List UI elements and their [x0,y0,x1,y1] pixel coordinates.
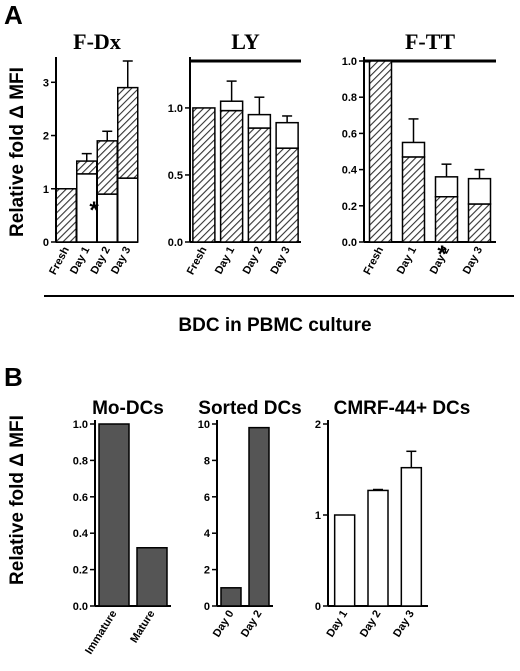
bar-ly-day-2-s1 [247,113,272,129]
category-label-day-3: Day 3 [268,245,292,277]
category-label-fresh: Fresh [47,245,72,277]
chart-sorted-dcs: Sorted DCs 0 2 4 6 8 10 Day 0 Day 2 [198,398,302,639]
category-label-day-3: Day 3 [109,245,133,277]
y-tick-label: 0.8 [342,92,357,104]
y-tick-label: 0 [43,237,49,249]
y-tick-label: 1.0 [73,419,88,431]
y-tick-label: 0.6 [73,492,88,504]
y-tick-label: 1 [43,184,49,196]
y-tick-label: 0.5 [168,170,183,182]
y-axis-label-b: Relative fold Δ MFI [7,415,28,585]
y-tick-label: 0.2 [73,565,88,577]
bar-ly-day-3-s1 [275,121,299,149]
y-tick-label: 0.4 [73,528,89,540]
bdc-culture-label: BDC in PBMC culture [178,315,371,336]
y-axis-label-a: Relative fold Δ MFI [7,67,28,237]
y-tick-label: 0.0 [73,601,88,613]
chart-title-cmrf-44-dcs: CMRF-44+ DCs [334,398,471,419]
category-label-day-2: Day 2 [241,245,265,277]
bar-f-tt-day-1-s1 [401,141,426,158]
bar-ly-day-1-s1 [219,100,244,112]
bar-f-dx-day-1-s1 [76,160,98,175]
category-label-day-3: Day 3 [391,608,417,639]
y-tick-label: 6 [204,492,210,504]
category-label-day-2: Day 2 [239,608,265,639]
y-tick-label: 4 [204,528,211,540]
bar-cmrf-44-dcs-day-3-s0 [400,466,423,607]
category-label-day-0: Day 0 [211,608,237,639]
chart-title-ly: LY [231,29,260,54]
chart-ly: LY 0.0 0.5 1.0 Fresh Day 1 Day 2 Day 3 [168,29,301,277]
category-label-day-1: Day 1 [395,245,419,277]
y-tick-label: 0.6 [342,128,357,140]
category-label-day-1: Day 1 [324,608,350,639]
y-tick-label: 1.0 [168,103,183,115]
significance-star-f-tt: * [437,241,447,268]
y-tick-label: 0.8 [73,455,88,467]
chart-mo-dcs: Mo-DCs 0.0 0.2 0.4 0.6 0.8 1.0 Immature Mature [73,398,171,657]
panel-a-letter: A [4,0,23,30]
y-tick-label: 1.0 [342,56,357,68]
bar-ly-fresh-s0 [192,107,216,243]
category-label-day-2: Day 2 [358,608,384,639]
bar-f-dx-day-2-s0 [96,193,118,243]
bar-mo-dcs-immature-s0 [98,423,130,607]
y-tick-label: 0 [204,601,210,613]
bar-sorted-dcs-day-2-s0 [248,426,270,607]
bar-ly-day-3-s0 [275,147,299,243]
y-tick-label: 0 [315,601,321,613]
chart-title-f-dx: F-Dx [73,29,121,54]
bar-f-dx-day-3-s0 [117,177,139,243]
y-tick-label: 3 [43,77,49,89]
y-tick-label: 1 [315,510,321,522]
category-label-day-3: Day 3 [461,245,485,277]
bar-f-tt-day-3-s0 [467,203,492,243]
bar-cmrf-44-dcs-day-1-s0 [333,514,356,607]
bar-f-tt-day-3-s1 [467,177,492,205]
panel-b-letter: B [4,362,23,392]
category-label-fresh: Fresh [185,245,210,277]
chart-title-sorted-dcs: Sorted DCs [198,398,301,419]
bar-f-tt-day-1-s0 [401,156,426,243]
chart-title-f-tt: F-TT [405,29,455,54]
y-tick-label: 0.2 [342,201,357,213]
bar-f-tt-fresh-s0 [368,60,393,243]
chart-title-mo-dcs: Mo-DCs [92,398,164,419]
y-tick-label: 0.0 [168,237,183,249]
bar-f-tt-day-2-s0 [434,196,459,243]
y-tick-label: 2 [204,565,210,577]
bar-f-dx-day-2-s1 [96,140,118,195]
bar-f-tt-day-2-s1 [434,176,459,198]
bar-ly-day-1-s0 [219,109,244,243]
y-tick-label: 2 [43,131,49,143]
category-label-fresh: Fresh [361,245,386,277]
y-tick-label: 0.4 [342,165,358,177]
bar-cmrf-44-dcs-day-2-s0 [367,489,389,607]
bar-sorted-dcs-day-0-s0 [220,587,242,607]
y-tick-label: 10 [198,419,210,431]
bar-mo-dcs-mature-s0 [136,547,168,607]
significance-star-f-dx: * [89,197,99,224]
category-label-immature: Immature [83,608,119,656]
bar-f-dx-fresh-s1 [55,188,77,243]
y-tick-label: 0.0 [342,237,357,249]
category-label-mature: Mature [128,608,157,645]
chart-cmrf-44-dcs: CMRF-44+ DCs 0 1 2 Day 1 Day 2 Day 3 [315,398,470,639]
category-label-day-1: Day 1 [213,245,237,277]
bar-f-dx-day-3-s1 [117,86,139,179]
y-tick-label: 8 [204,455,210,467]
y-tick-label: 2 [315,419,321,431]
bar-ly-day-2-s0 [247,127,272,243]
